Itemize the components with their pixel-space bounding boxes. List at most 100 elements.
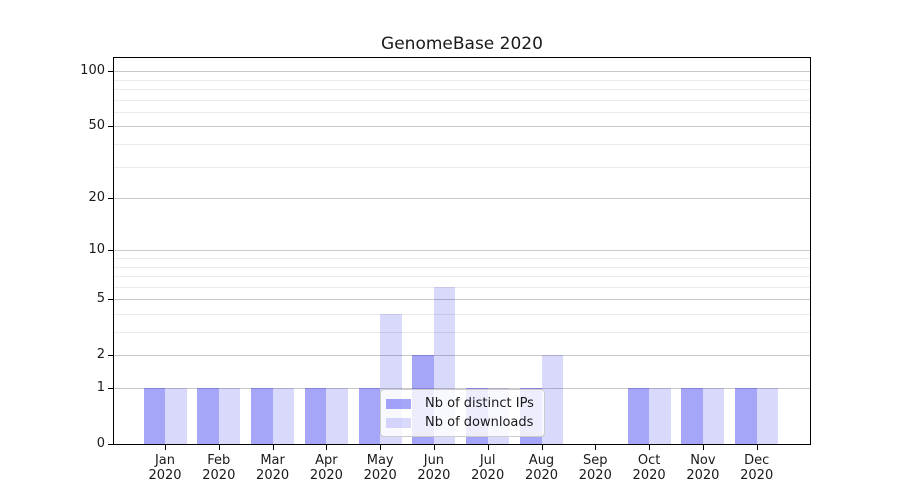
x-tick-year: 2020 xyxy=(202,468,236,483)
y-tick-label-100: 100 xyxy=(80,63,105,79)
bar-downloads-feb xyxy=(218,388,241,444)
x-tick-mark-oct xyxy=(649,445,651,450)
major-gridline-20 xyxy=(114,198,810,200)
bar-distinct-ips-nov xyxy=(681,388,703,444)
x-tick-month: Aug xyxy=(528,453,555,468)
minor-gridline-3 xyxy=(114,332,810,333)
x-tick-mark-sep xyxy=(595,445,597,450)
x-tick-year: 2020 xyxy=(417,468,451,483)
legend-swatch-distinct-ips xyxy=(386,398,411,409)
y-tick-mark-0 xyxy=(108,444,113,445)
x-tick-label-may: May 2020 xyxy=(348,453,412,483)
minor-gridline-7 xyxy=(114,276,810,277)
x-tick-month: Feb xyxy=(207,453,231,468)
bar-downloads-nov xyxy=(702,388,725,444)
x-tick-label-apr: Apr 2020 xyxy=(294,453,358,483)
x-tick-mark-dec xyxy=(756,445,758,450)
y-tick-mark-10 xyxy=(108,250,113,252)
legend-label-downloads: Nb of downloads xyxy=(425,415,534,430)
x-tick-mark-feb xyxy=(218,445,220,450)
x-tick-year: 2020 xyxy=(524,468,559,483)
plot-area: Nb of distinct IPs Nb of downloads xyxy=(113,57,811,445)
major-gridline-100 xyxy=(114,71,810,73)
y-tick-mark-50 xyxy=(108,126,113,128)
x-tick-month: Sep xyxy=(583,453,608,468)
x-tick-month: Jan xyxy=(154,453,176,468)
bar-distinct-ips-feb xyxy=(197,388,219,444)
x-tick-label-jun: Jun 2020 xyxy=(402,453,466,483)
x-tick-year: 2020 xyxy=(632,468,666,483)
y-tick-label-0: 0 xyxy=(96,436,105,451)
bar-downloads-dec xyxy=(756,388,779,444)
x-tick-mark-jan xyxy=(165,445,166,450)
major-gridline-10 xyxy=(114,250,810,252)
x-tick-label-aug: Aug 2020 xyxy=(510,453,574,483)
x-tick-mark-nov xyxy=(702,445,704,450)
x-tick-mark-apr xyxy=(326,445,328,450)
y-tick-label-20: 20 xyxy=(88,190,105,206)
legend-item-distinct-ips: Nb of distinct IPs xyxy=(386,396,536,411)
x-tick-year: 2020 xyxy=(309,468,343,483)
x-tick-month: Jun xyxy=(423,453,445,468)
minor-gridline-6 xyxy=(114,286,810,288)
x-tick-month: Nov xyxy=(690,453,716,468)
bar-distinct-ips-may xyxy=(358,388,381,444)
minor-gridline-8 xyxy=(114,266,810,268)
legend-item-downloads: Nb of downloads xyxy=(386,415,536,430)
minor-gridline-40 xyxy=(114,144,810,146)
chart-title: GenomeBase 2020 xyxy=(381,34,543,54)
y-tick-label-2: 2 xyxy=(96,347,105,363)
x-tick-year: 2020 xyxy=(578,468,612,483)
minor-gridline-30 xyxy=(114,166,810,168)
x-tick-month: Jul xyxy=(479,453,496,468)
x-tick-mark-aug xyxy=(541,445,543,450)
major-gridline-50 xyxy=(114,126,810,128)
legend-swatch-downloads xyxy=(386,417,411,428)
bar-downloads-oct xyxy=(649,388,671,444)
x-tick-label-sep: Sep 2020 xyxy=(563,453,627,483)
x-tick-label-mar: Mar 2020 xyxy=(241,453,305,483)
bar-distinct-ips-mar xyxy=(251,388,273,444)
bar-distinct-ips-oct xyxy=(627,388,650,444)
y-tick-mark-2 xyxy=(108,355,113,357)
bar-downloads-jan xyxy=(165,388,187,444)
x-tick-year: 2020 xyxy=(471,468,505,483)
x-tick-month: May xyxy=(366,453,394,468)
x-tick-month: Apr xyxy=(315,453,338,468)
x-tick-year: 2020 xyxy=(256,468,290,483)
y-tick-mark-1 xyxy=(108,388,113,389)
x-tick-label-jan: Jan 2020 xyxy=(133,453,197,483)
x-tick-label-feb: Feb 2020 xyxy=(187,453,251,483)
x-tick-month: Oct xyxy=(637,453,661,468)
minor-gridline-60 xyxy=(114,112,810,113)
minor-gridline-80 xyxy=(114,89,810,91)
bar-distinct-ips-jan xyxy=(143,388,165,444)
x-tick-mark-may xyxy=(380,445,382,450)
minor-gridline-90 xyxy=(114,79,810,81)
x-tick-month: Dec xyxy=(744,453,770,468)
bar-downloads-aug xyxy=(541,355,563,444)
bar-downloads-apr xyxy=(326,388,348,444)
y-tick-label-5: 5 xyxy=(96,291,105,307)
y-tick-label-50: 50 xyxy=(88,118,105,134)
bar-downloads-mar xyxy=(272,388,295,444)
y-tick-mark-5 xyxy=(108,299,113,301)
minor-gridline-4 xyxy=(114,314,810,315)
major-gridline-1 xyxy=(114,388,810,389)
bar-distinct-ips-dec xyxy=(735,388,757,444)
minor-gridline-70 xyxy=(114,99,810,101)
major-gridline-2 xyxy=(114,355,810,357)
x-tick-label-oct: Oct 2020 xyxy=(617,453,681,483)
x-tick-label-dec: Dec 2020 xyxy=(725,453,789,483)
x-tick-year: 2020 xyxy=(740,468,774,483)
x-tick-label-nov: Nov 2020 xyxy=(671,453,735,483)
y-tick-mark-20 xyxy=(108,198,113,200)
y-tick-label-1: 1 xyxy=(96,380,105,395)
x-tick-month: Mar xyxy=(260,453,285,468)
x-tick-year: 2020 xyxy=(148,468,182,483)
major-gridline-5 xyxy=(114,299,810,301)
x-tick-mark-jul xyxy=(487,445,489,450)
y-tick-label-10: 10 xyxy=(88,242,105,258)
x-tick-year: 2020 xyxy=(363,468,397,483)
